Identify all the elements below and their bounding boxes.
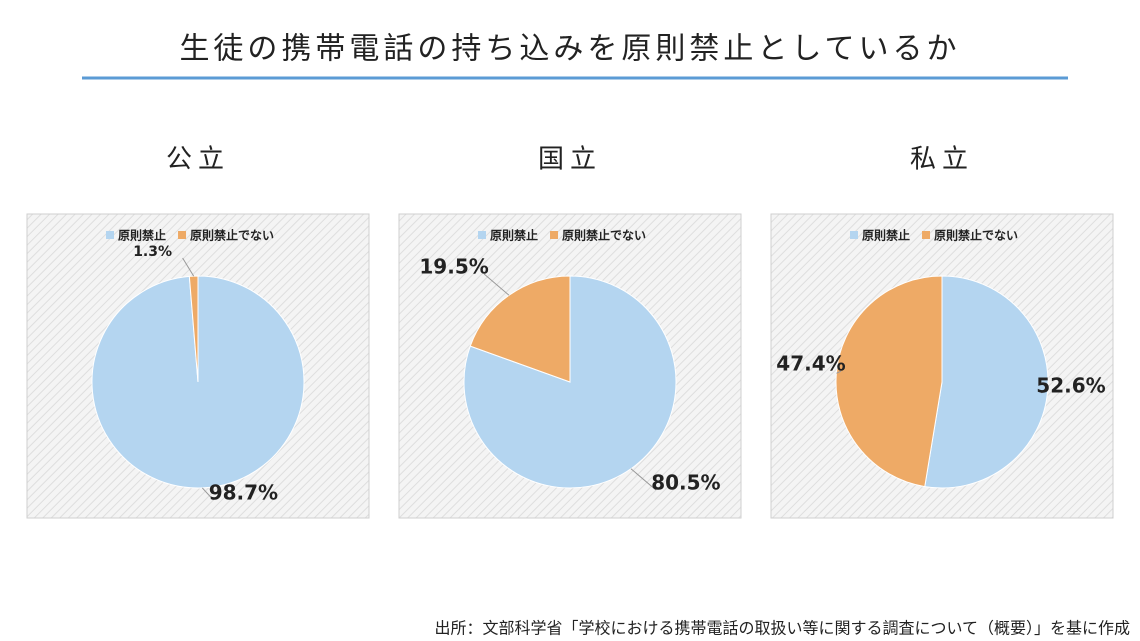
legend-swatch bbox=[478, 231, 486, 239]
source-note: 出所：文部科学省「学校における携帯電話の取扱い等に関する調査について（概要）」を… bbox=[434, 619, 1130, 638]
chart-title: 公立 bbox=[166, 145, 230, 175]
legend-swatch bbox=[922, 231, 931, 239]
chart-title: 国立 bbox=[538, 145, 602, 175]
data-label: 98.7% bbox=[209, 481, 278, 505]
legend-swatch bbox=[178, 231, 187, 239]
legend-label: 原則禁止でない bbox=[562, 228, 646, 243]
legend-label: 原則禁止 bbox=[862, 228, 910, 243]
legend-swatch bbox=[550, 231, 559, 239]
data-label: 52.6% bbox=[1036, 373, 1105, 397]
leader-line bbox=[182, 257, 195, 277]
legend-label: 原則禁止 bbox=[490, 228, 538, 243]
leader-line bbox=[1040, 390, 1048, 394]
legend-swatch bbox=[106, 231, 114, 239]
slide-title: 生徒の携帯電話の持ち込みを原則禁止としているか bbox=[179, 32, 960, 67]
legend-label: 原則禁止でない bbox=[934, 228, 1018, 243]
pie-slice bbox=[469, 275, 571, 383]
leader-line bbox=[836, 370, 842, 374]
leader-line bbox=[483, 273, 510, 296]
leader-line bbox=[630, 468, 657, 491]
leader-line bbox=[201, 487, 214, 501]
data-label: 80.5% bbox=[651, 470, 720, 494]
legend-label: 原則禁止でない bbox=[190, 228, 274, 243]
data-label: 47.4% bbox=[776, 352, 845, 376]
data-label: 1.3% bbox=[133, 244, 172, 260]
chart-title: 私立 bbox=[910, 145, 974, 175]
data-label: 19.5% bbox=[419, 255, 488, 279]
legend-label: 原則禁止 bbox=[118, 228, 166, 243]
legend-swatch bbox=[850, 231, 858, 239]
